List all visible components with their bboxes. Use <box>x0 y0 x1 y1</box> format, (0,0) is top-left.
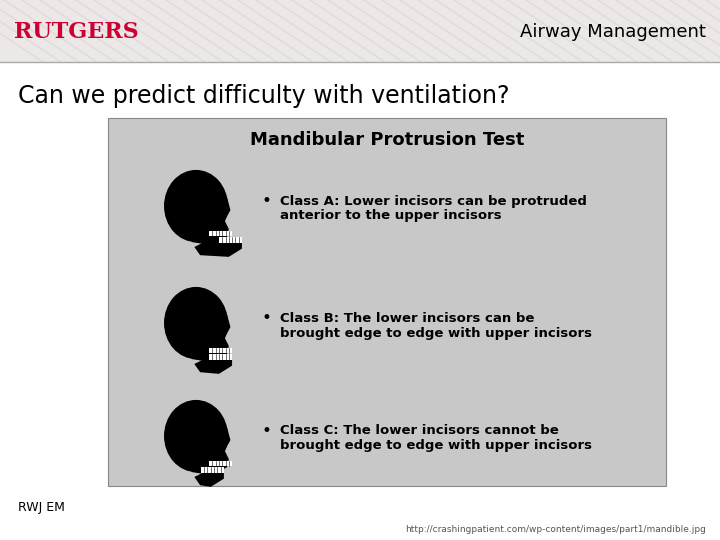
Text: Mandibular Protrusion Test: Mandibular Protrusion Test <box>250 131 524 149</box>
Ellipse shape <box>164 400 228 472</box>
Polygon shape <box>184 181 230 245</box>
Ellipse shape <box>164 170 228 242</box>
Text: brought edge to edge with upper incisors: brought edge to edge with upper incisors <box>280 440 592 453</box>
Text: Class C: The lower incisors cannot be: Class C: The lower incisors cannot be <box>280 424 559 437</box>
Bar <box>209 461 232 467</box>
Text: Can we predict difficulty with ventilation?: Can we predict difficulty with ventilati… <box>18 84 510 108</box>
Bar <box>108 118 666 486</box>
Bar <box>209 231 232 237</box>
Polygon shape <box>194 359 232 374</box>
Text: RUTGERS: RUTGERS <box>14 21 139 43</box>
Text: anterior to the upper incisors: anterior to the upper incisors <box>280 210 502 222</box>
Text: RWJ EM: RWJ EM <box>18 502 65 515</box>
Text: Airway Management: Airway Management <box>520 23 706 41</box>
Polygon shape <box>184 411 230 475</box>
Text: •: • <box>261 309 271 327</box>
Text: brought edge to edge with upper incisors: brought edge to edge with upper incisors <box>280 327 592 340</box>
Bar <box>201 467 224 473</box>
Polygon shape <box>194 472 224 487</box>
Bar <box>209 354 232 360</box>
Text: •: • <box>261 192 271 210</box>
Ellipse shape <box>164 287 228 359</box>
Bar <box>0 0 720 62</box>
Text: http://crashingpatient.com/wp-content/images/part1/mandible.jpg: http://crashingpatient.com/wp-content/im… <box>405 525 706 535</box>
Bar <box>219 237 242 243</box>
Polygon shape <box>184 299 230 362</box>
Text: Class B: The lower incisors can be: Class B: The lower incisors can be <box>280 312 534 325</box>
Polygon shape <box>194 242 242 257</box>
Text: Class A: Lower incisors can be protruded: Class A: Lower incisors can be protruded <box>280 194 587 207</box>
Bar <box>209 348 232 353</box>
Text: •: • <box>261 422 271 440</box>
